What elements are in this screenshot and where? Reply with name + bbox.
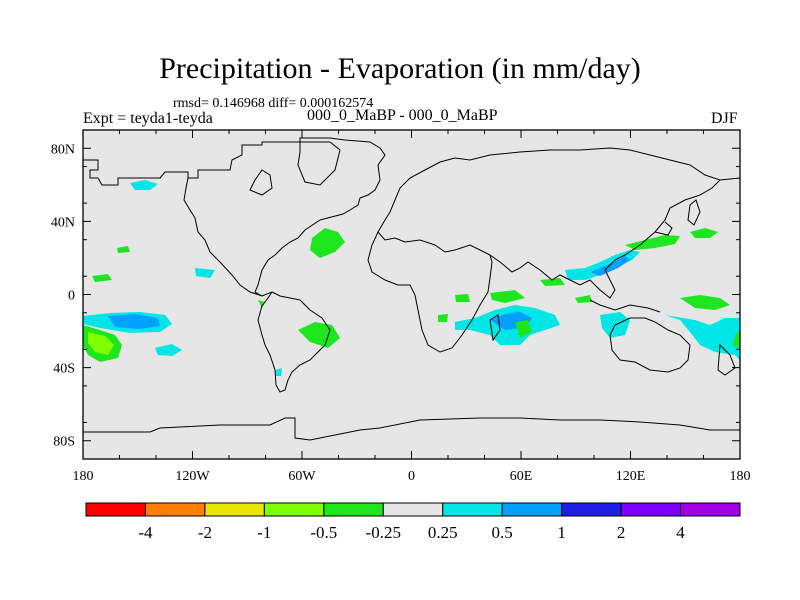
coastline-arctic [83, 137, 386, 297]
colorbar-swatch [382, 502, 444, 517]
contour-region [117, 246, 130, 253]
y-tick-label: 40S [53, 362, 75, 377]
colorbar-swatch [144, 502, 206, 517]
coastline-nz [717, 343, 736, 376]
colorbar-label: 1 [557, 523, 566, 542]
contour-region [590, 256, 630, 276]
contour-region [515, 320, 532, 338]
colorbar-swatch [620, 502, 682, 517]
chart-title: Precipitation - Evaporation (in mm/day) [159, 52, 641, 85]
contour-region [690, 228, 718, 238]
coastline-antarctica [83, 417, 740, 441]
colorbar-swatch [85, 502, 146, 517]
y-tick-label: 0 [68, 289, 75, 304]
contour-region [455, 294, 470, 302]
coastline-na-west [183, 177, 273, 297]
colorbar-label: -1 [257, 523, 271, 542]
contour-region [665, 315, 740, 360]
colorbar-swatch [263, 502, 325, 517]
contour-region [680, 295, 730, 310]
coastline-australia [609, 317, 691, 373]
colorbar: -4 -2 -1 -0.5 -0.25 0.25 0.5 1 2 4 [85, 502, 741, 542]
contour-fields [83, 180, 740, 376]
contour-region [130, 180, 158, 190]
colorbar-label: 4 [676, 523, 685, 542]
contour-region [490, 290, 525, 303]
coastline-south-america [257, 291, 331, 393]
contour-region [108, 314, 160, 329]
plot-background [83, 130, 740, 459]
stats-text: rmsd= 0.146968 diff= 0.000162574 [173, 96, 374, 111]
contour-region [565, 250, 640, 280]
colorbar-label: 0.25 [428, 523, 458, 542]
colorbar-swatch [561, 502, 622, 517]
axis-tick-labels: 180 120W 60W 0 60E 120E 180 80N 40N 0 40S 80S [51, 142, 751, 484]
contour-region [258, 300, 265, 308]
coastline-arabia-india [489, 179, 721, 299]
y-tick-label: 40N [51, 215, 75, 230]
season-label: DJF [711, 110, 738, 127]
coastline-africa [367, 231, 493, 353]
contour-region [88, 332, 114, 355]
contour-region [92, 274, 112, 282]
axis-ticks [82, 129, 741, 460]
coastline-madagascar [489, 314, 501, 342]
contour-region [540, 278, 565, 286]
x-tick-label: 60E [510, 469, 533, 484]
coastline-greenland [297, 141, 341, 186]
coastline-eurasia-north [394, 147, 740, 201]
x-tick-label: 180 [730, 469, 751, 484]
colorbar-label: 0.5 [492, 523, 513, 542]
x-tick-label: 0 [408, 469, 415, 484]
colorbar-swatch [680, 502, 741, 517]
x-tick-label: 120E [616, 469, 646, 484]
colorbar-label: -0.5 [310, 523, 337, 542]
contour-region [438, 314, 448, 322]
x-tick-label: 60W [288, 469, 316, 484]
x-tick-label: 120W [175, 469, 210, 484]
colorbar-label: 2 [617, 523, 626, 542]
y-tick-label: 80S [53, 435, 75, 450]
y-tick-label: 80N [51, 142, 75, 157]
coastline-japan [687, 199, 701, 226]
coastline-hudson [249, 169, 273, 196]
difference-label: 000_0_MaBP - 000_0_MaBP [307, 107, 498, 124]
contour-region [733, 330, 740, 348]
contour-region [310, 228, 345, 258]
x-tick-label: 180 [73, 469, 94, 484]
coastline-east-asia [654, 221, 673, 236]
coastline-europe [377, 199, 491, 256]
experiment-label: Expt = teyda1-teyda [83, 110, 213, 127]
colorbar-label: -2 [198, 523, 212, 542]
contour-region [155, 344, 182, 356]
contour-region [195, 268, 215, 278]
contour-region [276, 368, 282, 376]
colorbar-swatch [323, 502, 384, 517]
colorbar-label: -4 [138, 523, 153, 542]
coastline-indonesia [589, 299, 661, 313]
colorbar-swatch [501, 502, 563, 517]
colorbar-swatch [442, 502, 503, 517]
colorbar-swatch [204, 502, 265, 517]
coastlines [83, 137, 740, 441]
contour-region [575, 295, 592, 303]
colorbar-label: -0.25 [366, 523, 401, 542]
